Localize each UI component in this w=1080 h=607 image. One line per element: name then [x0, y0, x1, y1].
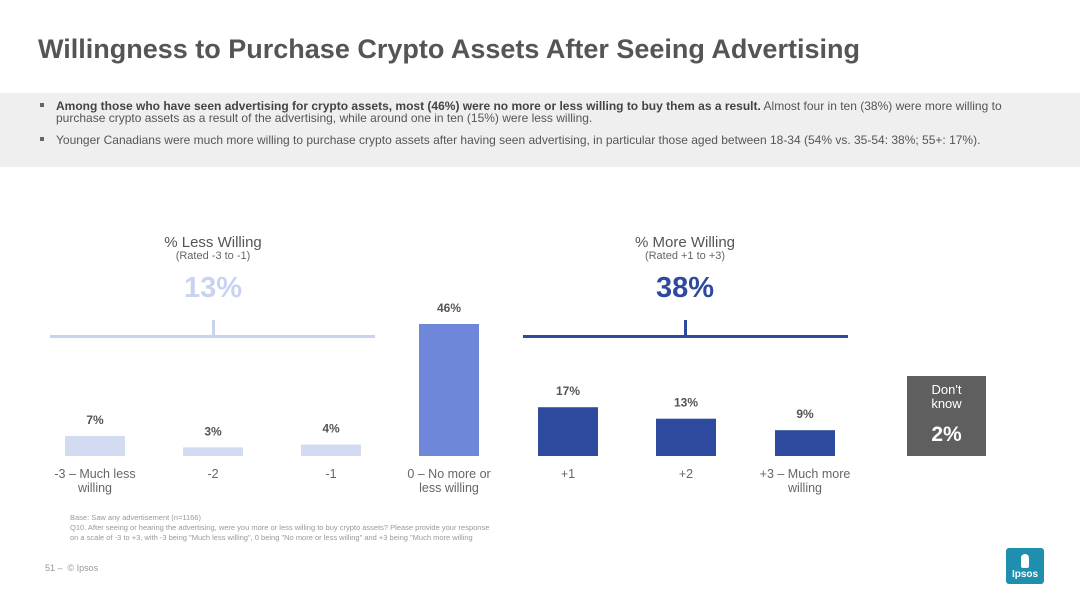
bar-value-label: 9% [796, 407, 814, 421]
bar-3 [419, 324, 479, 456]
category-label: +2 [679, 467, 693, 481]
summary-bullet-1-bold: Among those who have seen advertising fo… [56, 99, 761, 113]
less-willing-subtitle: (Rated -3 to -1) [175, 250, 251, 262]
dont-know-box: Don't know 2% [907, 376, 986, 456]
bar-1 [183, 447, 243, 456]
bar-value-label: 17% [556, 384, 580, 398]
logo-text: Ipsos [1011, 569, 1039, 580]
less-willing-title: % Less Willing [164, 234, 262, 251]
page-footer: 51 – © Ipsos [45, 563, 98, 573]
less-willing-bracket [50, 335, 375, 338]
summary-bullet-2-text: Younger Canadians were much more willing… [56, 133, 981, 147]
footnote-question: Q10. After seeing or hearing the adverti… [70, 523, 490, 532]
dont-know-label-line1: Don't [931, 382, 962, 397]
copyright: © Ipsos [67, 563, 99, 573]
category-label: 0 – No more or [407, 467, 490, 481]
footnote-scale: on a scale of -3 to +3, with -3 being "M… [70, 533, 473, 542]
footnote-base: Base: Saw any advertisement (n=1166) [70, 513, 201, 522]
logo-mark [1021, 554, 1029, 568]
less-willing-bracket-tick [212, 320, 215, 336]
bar-2 [301, 444, 361, 456]
bar-5 [656, 418, 716, 456]
category-label: less willing [419, 481, 479, 495]
page-title: Willingness to Purchase Crypto Assets Af… [38, 34, 860, 64]
more-willing-bracket [523, 335, 848, 338]
less-willing-total: 13% [183, 272, 243, 304]
bar-4 [538, 407, 598, 456]
bar-value-label: 3% [204, 424, 222, 438]
dont-know-label: Don't know [907, 383, 986, 411]
summary-panel: Among those who have seen advertising fo… [0, 93, 1080, 167]
dont-know-value: 2% [931, 423, 962, 446]
category-label: willing [787, 481, 822, 495]
category-label: +3 – Much more [760, 467, 851, 481]
bullet-marker [40, 137, 44, 141]
bar-value-label: 7% [86, 413, 104, 427]
more-willing-bracket-tick [684, 320, 687, 336]
bar-value-label: 4% [322, 422, 340, 436]
summary-bullet-1-rest: Almost four in ten (38%) were more willi… [56, 99, 1002, 125]
summary-bullet-2: Younger Canadians were much more willing… [40, 133, 1041, 147]
page-number: 51 – [45, 563, 63, 573]
bar-0 [65, 435, 125, 456]
more-willing-subtitle: (Rated +1 to +3) [644, 250, 726, 262]
category-label: -2 [207, 467, 218, 481]
category-label: -1 [325, 467, 336, 481]
category-label: -3 – Much less [54, 467, 135, 481]
bullet-marker [40, 103, 44, 107]
bar-value-label: 46% [437, 301, 461, 315]
category-label: +1 [561, 467, 575, 481]
bar-value-label: 13% [674, 396, 698, 410]
ipsos-logo: Ipsos [1006, 548, 1044, 584]
category-label: willing [77, 481, 112, 495]
more-willing-title: % More Willing [634, 234, 736, 251]
dont-know-label-line2: know [931, 396, 962, 411]
more-willing-total: 38% [655, 272, 715, 304]
summary-bullet-1: Among those who have seen advertising fo… [40, 99, 1041, 125]
bar-6 [775, 430, 835, 456]
